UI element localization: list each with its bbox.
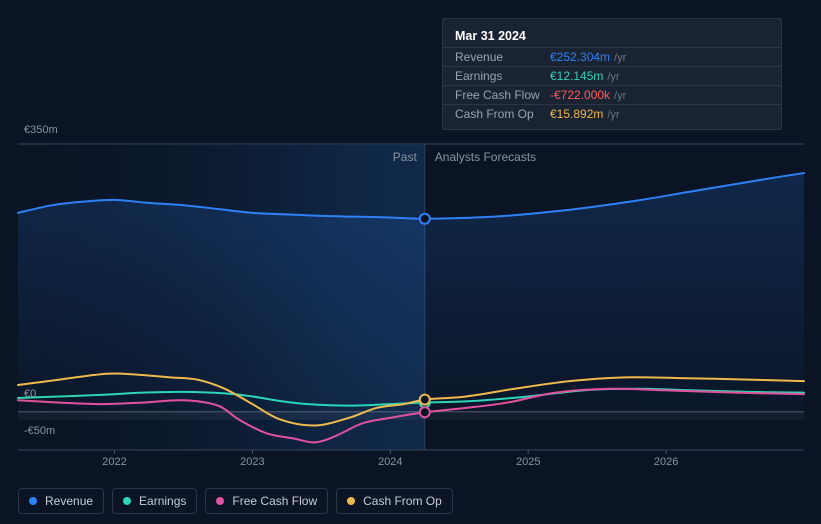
tooltip-unit: /yr [614, 52, 626, 64]
legend-label: Cash From Op [363, 494, 442, 508]
y-tick-neg50: -€50m [24, 425, 55, 437]
x-tick-2023: 2023 [240, 456, 264, 468]
x-tick-2024: 2024 [378, 456, 402, 468]
tooltip-label: Cash From Op [455, 107, 550, 121]
financial-chart: €350m €0 -€50m 2022 2023 2024 2025 2026 Past… [0, 0, 821, 524]
tooltip-value: €252.304m [550, 50, 610, 64]
tooltip-label: Free Cash Flow [455, 88, 550, 102]
tooltip-unit: /yr [607, 109, 619, 121]
legend-dot-icon [123, 497, 131, 505]
tooltip-value: €12.145m [550, 69, 603, 83]
legend: Revenue Earnings Free Cash Flow Cash From O… [18, 488, 453, 514]
tooltip-value: -€722.000k [550, 88, 610, 102]
tooltip-label: Revenue [455, 50, 550, 64]
legend-dot-icon [29, 497, 37, 505]
y-tick-0: €0 [24, 388, 36, 400]
x-tick-2026: 2026 [654, 456, 678, 468]
tooltip-row-earnings: Earnings€12.145m/yr [443, 66, 781, 85]
legend-label: Earnings [139, 494, 186, 508]
tooltip-unit: /yr [614, 90, 626, 102]
tooltip-value: €15.892m [550, 107, 603, 121]
y-tick-350: €350m [24, 124, 58, 136]
legend-item-cfo[interactable]: Cash From Op [336, 488, 453, 514]
x-tick-2025: 2025 [516, 456, 540, 468]
legend-label: Revenue [45, 494, 93, 508]
region-label-forecast: Analysts Forecasts [435, 150, 536, 164]
legend-dot-icon [347, 497, 355, 505]
x-tick-2022: 2022 [102, 456, 126, 468]
tooltip-date: Mar 31 2024 [443, 25, 781, 47]
legend-item-fcf[interactable]: Free Cash Flow [205, 488, 328, 514]
region-label-past: Past [393, 150, 417, 164]
legend-dot-icon [216, 497, 224, 505]
tooltip-row-revenue: Revenue€252.304m/yr [443, 47, 781, 66]
tooltip-row-free-cash-flow: Free Cash Flow-€722.000k/yr [443, 85, 781, 104]
tooltip-unit: /yr [607, 71, 619, 83]
hover-tooltip: Mar 31 2024 Revenue€252.304m/yrEarnings€… [442, 18, 782, 130]
tooltip-row-cash-from-op: Cash From Op€15.892m/yr [443, 104, 781, 123]
legend-item-revenue[interactable]: Revenue [18, 488, 104, 514]
legend-item-earnings[interactable]: Earnings [112, 488, 197, 514]
legend-label: Free Cash Flow [232, 494, 317, 508]
tooltip-label: Earnings [455, 69, 550, 83]
